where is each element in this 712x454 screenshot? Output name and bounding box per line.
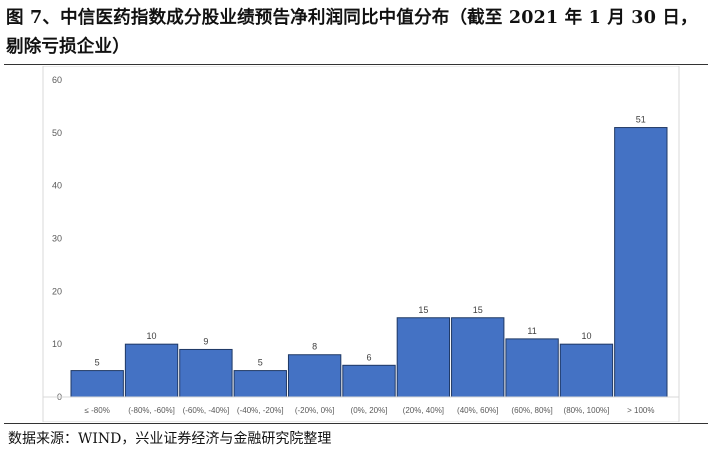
bar <box>505 338 559 398</box>
bar-value-label: 5 <box>95 358 100 368</box>
bar-value-label: 15 <box>418 305 428 315</box>
bar-value-label: 11 <box>527 326 536 336</box>
x-tick-label: > 100% <box>627 406 654 415</box>
y-tick-label: 10 <box>52 339 62 349</box>
bar-value-label: 10 <box>581 331 591 341</box>
bar-value-label: 15 <box>473 305 483 315</box>
bar <box>233 370 287 398</box>
x-axis: ≤ -80% (-80%, -60%] (-60%, -40%] (-40%, -20… <box>85 406 655 415</box>
bar-value-label: 10 <box>147 331 157 341</box>
y-tick-label: 20 <box>52 286 62 296</box>
source-note: 数据来源：WIND，兴业证券经济与金融研究院整理 <box>8 431 332 447</box>
x-tick-label: (20%, 40%] <box>403 406 444 415</box>
x-tick-label: (-60%, -40%] <box>183 406 230 415</box>
x-tick-label: (60%, 80%] <box>511 406 552 415</box>
bar-value-label: 8 <box>312 342 317 352</box>
bar <box>179 348 233 398</box>
x-tick-label: (80%, 100%] <box>564 406 610 415</box>
bar <box>287 354 342 398</box>
x-tick-label: (-20%, 0%] <box>295 406 335 415</box>
y-tick-label: 50 <box>52 128 62 138</box>
figure-title: 图 7、中信医药指数成分股业绩预告净利润同比中值分布（截至 2021 年 1 月… <box>6 8 698 57</box>
bar <box>396 317 451 398</box>
bar-value-label: 5 <box>258 358 263 368</box>
bar-value-label: 6 <box>366 352 371 362</box>
y-tick-label: 30 <box>52 234 62 244</box>
bar-value-label: 51 <box>636 115 646 125</box>
top-divider <box>4 64 708 65</box>
chart-frame <box>42 66 680 422</box>
x-tick-label: (40%, 60%] <box>457 406 498 415</box>
bar <box>70 370 124 398</box>
data-labels: 5 10 9 5 8 6 15 15 11 10 51 <box>95 115 646 368</box>
x-tick-label: (0%, 20%] <box>351 406 388 415</box>
y-tick-label: 60 <box>52 75 62 85</box>
bar <box>559 343 614 398</box>
x-tick-label: (-80%, -60%] <box>128 406 175 415</box>
bar-value-label: 9 <box>203 336 208 346</box>
bar <box>451 317 505 398</box>
x-tick-label: ≤ -80% <box>85 406 110 415</box>
bar <box>342 364 396 398</box>
bar <box>614 127 668 398</box>
y-tick-label: 40 <box>52 181 62 191</box>
bar-series <box>70 127 668 398</box>
bar <box>124 343 179 398</box>
bottom-divider <box>4 423 708 424</box>
x-tick-label: (-40%, -20%] <box>237 406 284 415</box>
